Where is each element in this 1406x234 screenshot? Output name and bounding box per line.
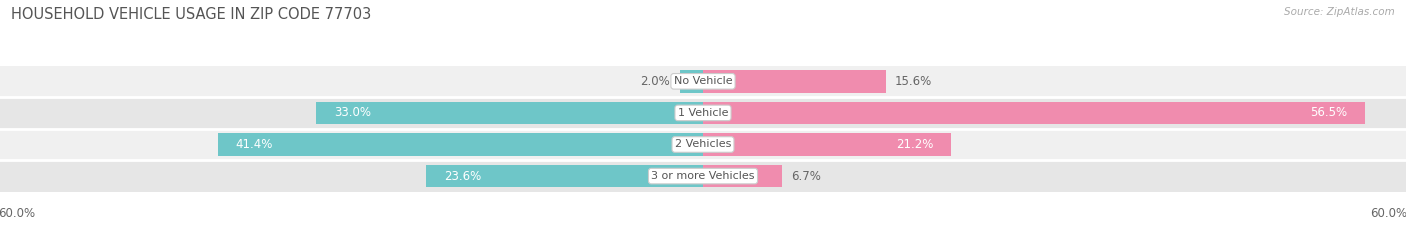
Text: 23.6%: 23.6% [444, 170, 481, 183]
Bar [218, 133, 703, 156]
Bar [0, 160, 1406, 192]
Text: 33.0%: 33.0% [335, 106, 371, 119]
Text: 41.4%: 41.4% [236, 138, 273, 151]
Text: 21.2%: 21.2% [897, 138, 934, 151]
Bar [679, 70, 703, 93]
Bar [426, 165, 703, 187]
Bar [703, 133, 952, 156]
Text: 56.5%: 56.5% [1310, 106, 1347, 119]
Bar [0, 66, 1406, 97]
Text: 2 Vehicles: 2 Vehicles [675, 139, 731, 150]
Text: 1 Vehicle: 1 Vehicle [678, 108, 728, 118]
Bar [0, 129, 1406, 160]
Text: 60.0%: 60.0% [0, 207, 35, 220]
Bar [703, 102, 1365, 124]
Text: 60.0%: 60.0% [1371, 207, 1406, 220]
Text: 2.0%: 2.0% [641, 75, 671, 88]
Text: Source: ZipAtlas.com: Source: ZipAtlas.com [1284, 7, 1395, 17]
Bar [316, 102, 703, 124]
Text: 15.6%: 15.6% [896, 75, 932, 88]
Bar [0, 97, 1406, 129]
Bar [703, 70, 886, 93]
Text: 3 or more Vehicles: 3 or more Vehicles [651, 171, 755, 181]
Text: No Vehicle: No Vehicle [673, 76, 733, 86]
Bar [703, 165, 782, 187]
Text: 6.7%: 6.7% [790, 170, 821, 183]
Text: HOUSEHOLD VEHICLE USAGE IN ZIP CODE 77703: HOUSEHOLD VEHICLE USAGE IN ZIP CODE 7770… [11, 7, 371, 22]
